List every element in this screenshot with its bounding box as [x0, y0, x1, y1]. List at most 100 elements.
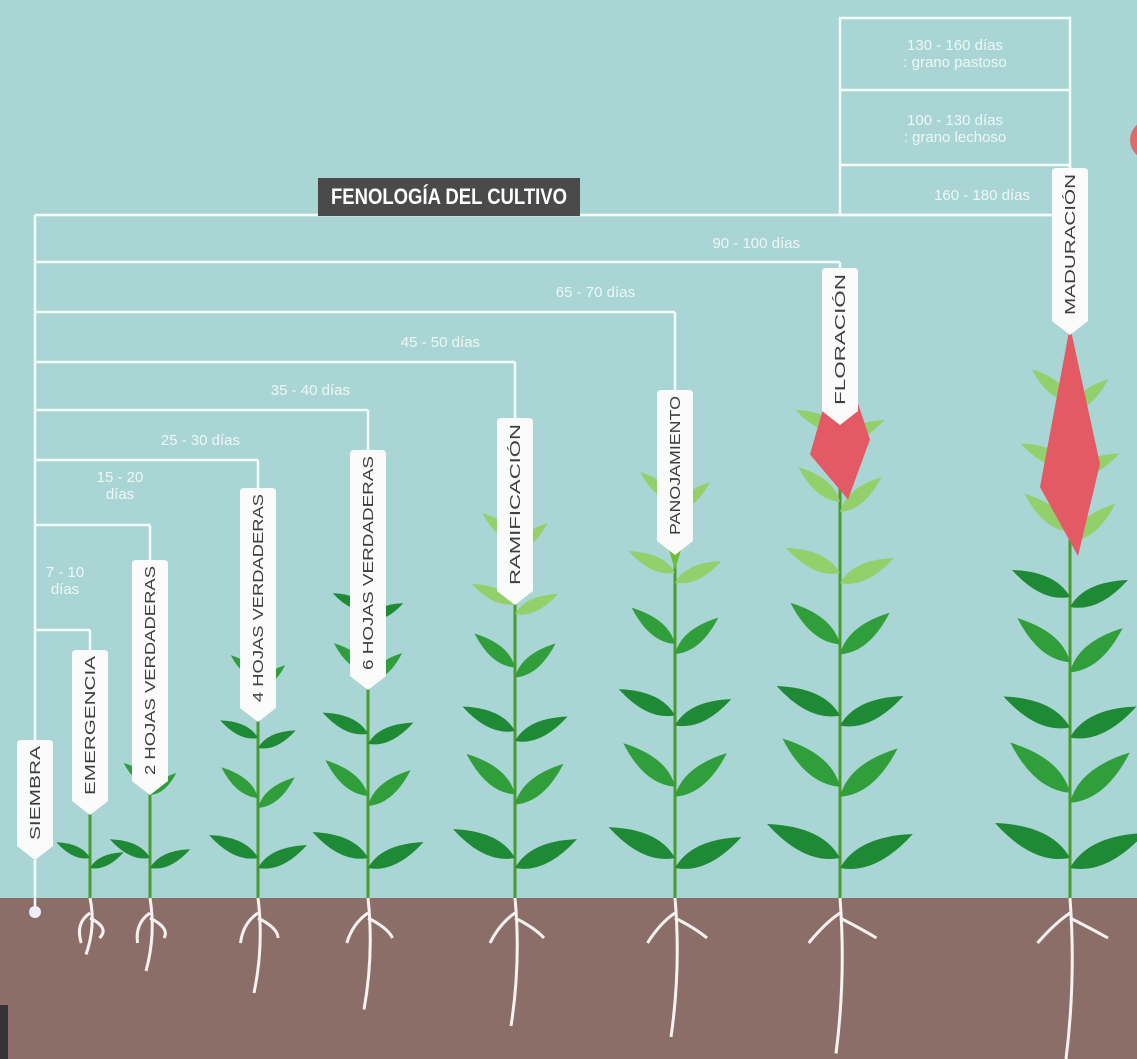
- leaf: [1003, 696, 1070, 729]
- stage-label: PANOJAMIENTO: [667, 396, 684, 535]
- leaf: [515, 593, 559, 615]
- leaf: [312, 832, 368, 859]
- root: [1036, 897, 1109, 1059]
- leaf: [150, 849, 191, 869]
- leaf: [209, 835, 258, 859]
- duration-label: días: [106, 486, 134, 503]
- leaf: [840, 696, 904, 727]
- duration-label: 15 - 20: [97, 469, 144, 486]
- duration-label: días: [51, 581, 79, 598]
- leaf: [790, 602, 840, 645]
- root: [239, 897, 280, 994]
- leaf: [798, 467, 840, 502]
- leaf: [515, 716, 568, 742]
- leaf: [1017, 618, 1070, 663]
- leaf: [1024, 493, 1070, 532]
- maturation-note: : grano pastoso: [903, 54, 1006, 71]
- leaf: [220, 720, 258, 739]
- stage-label: RAMIFICACIÓN: [507, 424, 524, 585]
- sky: [0, 0, 1137, 898]
- stage-tag: [350, 450, 386, 690]
- leaf: [474, 633, 515, 668]
- leaf: [258, 845, 307, 869]
- maturation-box: [838, 16, 1072, 217]
- stage-tag: [497, 418, 533, 605]
- stage-label: FLORACIÓN: [832, 274, 849, 405]
- stage-label: 6 HOJAS VERDADERAS: [360, 456, 377, 670]
- maturation-note: 130 - 160 días: [907, 37, 1003, 54]
- duration-label: 90 - 100 días: [712, 235, 800, 252]
- stage-tag: [822, 268, 858, 425]
- duration-label: 7 - 10: [46, 564, 84, 581]
- leaf: [325, 760, 368, 796]
- leaf: [623, 743, 675, 787]
- leaf: [776, 686, 840, 717]
- leaf: [221, 767, 258, 798]
- inflorescence: [1040, 326, 1100, 556]
- leaf: [368, 770, 411, 806]
- title-box: [318, 178, 580, 216]
- root: [646, 897, 708, 1038]
- leaf: [515, 763, 564, 805]
- root: [488, 897, 546, 1027]
- stage-tag: [132, 560, 168, 795]
- duration-label: 45 - 50 días: [401, 334, 480, 351]
- leaf: [471, 583, 515, 605]
- leaf: [840, 557, 894, 584]
- root: [77, 897, 105, 956]
- leaf: [1070, 833, 1137, 869]
- leaf: [675, 561, 722, 584]
- leaf: [840, 834, 913, 869]
- leaf: [840, 748, 898, 797]
- leaf: [786, 547, 840, 574]
- edge-mark: [0, 1005, 8, 1059]
- leaf: [56, 842, 90, 859]
- leaf: [608, 827, 675, 859]
- leaf: [1012, 569, 1070, 598]
- root: [135, 897, 167, 972]
- leaf: [368, 842, 424, 869]
- leaf: [1070, 579, 1128, 608]
- leaf: [466, 753, 515, 795]
- leaf: [840, 477, 882, 512]
- leaf: [631, 607, 675, 644]
- duration-label: 65 - 70 días: [556, 284, 635, 301]
- stage-label: 4 HOJAS VERDADERAS: [250, 494, 267, 702]
- leaf: [90, 852, 124, 869]
- leaf: [462, 706, 515, 732]
- leaf: [1010, 742, 1070, 793]
- leaf: [618, 689, 675, 717]
- leaf: [368, 722, 414, 745]
- leaf: [515, 643, 556, 678]
- leaf: [322, 712, 368, 735]
- leaf: [675, 837, 742, 869]
- maturation-note: : grano lechoso: [904, 129, 1007, 146]
- leaf: [1070, 752, 1130, 803]
- leaf: [628, 551, 675, 574]
- leaf: [515, 839, 577, 869]
- stage-label: SIEMBRA: [27, 746, 44, 840]
- leaf: [258, 777, 295, 808]
- seed: [29, 906, 41, 918]
- leaf: [109, 839, 150, 859]
- duration-label: 25 - 30 días: [161, 432, 240, 449]
- leaf: [1070, 706, 1137, 739]
- stage-label: 2 HOJAS VERDADERAS: [142, 566, 159, 775]
- root: [345, 897, 394, 1010]
- stage-tag: [240, 488, 276, 722]
- duration-label: 35 - 40 días: [271, 382, 350, 399]
- ground: [0, 898, 1137, 1059]
- stage-tag: [72, 650, 108, 815]
- title: FENOLOGÍA DEL CULTIVO: [331, 184, 567, 209]
- leaf: [453, 829, 515, 859]
- leaf: [767, 824, 840, 859]
- leaf: [675, 617, 719, 654]
- duration-label: 160 - 180 días: [934, 187, 1030, 204]
- stage-label: MADURACIÓN: [1062, 174, 1079, 315]
- stage-tag: [17, 740, 53, 860]
- leaf: [675, 753, 727, 797]
- leaf: [258, 730, 296, 749]
- stage-tag: [1052, 168, 1088, 335]
